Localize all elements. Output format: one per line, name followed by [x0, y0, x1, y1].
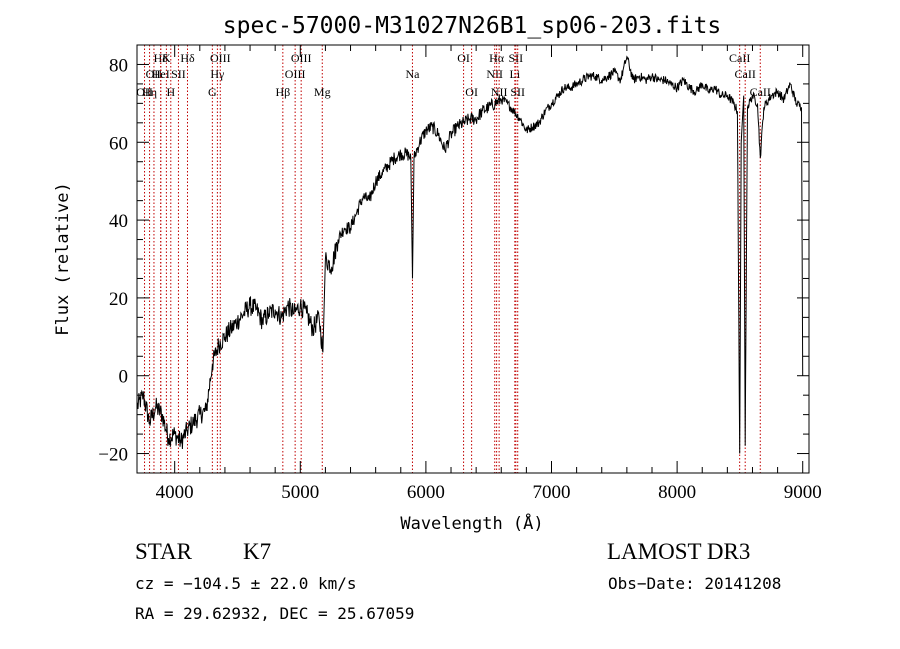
survey-name: LAMOST DR3	[607, 539, 751, 564]
marker-label-26: CaII	[735, 67, 756, 81]
x-tick-label-4000: 4000	[156, 482, 194, 503]
y-tick-label-60: 60	[109, 133, 128, 154]
marker-label-12: Hβ	[275, 85, 290, 99]
y-tick-label--20: −20	[98, 445, 128, 466]
chart-title: spec-57000-M31027N26B1_sp06-203.fits	[223, 13, 722, 39]
coordinates: RA = 29.62932, DEC = 25.67059	[135, 604, 415, 623]
marker-label-1: Hη	[142, 85, 157, 99]
marker-label-14: OIII	[291, 51, 312, 65]
marker-label-13: OIII	[285, 67, 306, 81]
y-tick-label-20: 20	[109, 289, 128, 310]
marker-label-25: CaII	[729, 51, 750, 65]
object-subclass: K7	[243, 539, 272, 564]
marker-label-10: Hγ	[210, 67, 225, 81]
x-tick-label-9000: 9000	[784, 482, 822, 503]
marker-label-22: Li	[509, 67, 520, 81]
plot-frame	[136, 44, 810, 474]
marker-label-20: Hα	[489, 51, 505, 65]
series-group	[136, 55, 804, 454]
y-axis-label: Flux (relative)	[53, 182, 73, 336]
marker-label-5: K	[162, 51, 171, 65]
object-class: STAR	[135, 539, 192, 564]
spectrum-line-0	[136, 55, 804, 454]
marker-label-18: OI	[465, 85, 478, 99]
marker-label-0: OII	[136, 85, 153, 99]
marker-label-11: OIII	[210, 51, 231, 65]
obs-date: Obs−Date: 20141208	[608, 574, 782, 593]
marker-label-8: Hδ	[180, 51, 195, 65]
x-axis-label: Wavelength (Å)	[400, 512, 543, 534]
marker-label-17: OI	[457, 51, 470, 65]
marker-label-19: NII	[486, 67, 503, 81]
marker-label-2: OII	[146, 67, 163, 81]
marker-label-6: H	[166, 85, 175, 99]
marker-label-15: Mg	[314, 85, 331, 99]
marker-label-7: SII	[171, 67, 186, 81]
line-markers: OIIHηOIIHδHeIKHSIIHδGHγOIIIHβOIIIOIIIMgN…	[136, 45, 771, 473]
x-tick-label-5000: 5000	[281, 482, 319, 503]
marker-label-3: Hδ	[154, 51, 169, 65]
x-tick-label-8000: 8000	[658, 482, 696, 503]
marker-label-16: Na	[405, 67, 420, 81]
y-tick-label-0: 0	[119, 367, 129, 388]
axis-ticks	[137, 45, 809, 473]
y-tick-label-40: 40	[109, 211, 128, 232]
x-tick-label-6000: 6000	[407, 482, 445, 503]
marker-label-27: CaII	[750, 85, 771, 99]
redshift-text: cz = −104.5 ± 22.0 km/s	[135, 574, 357, 593]
marker-label-21: NII	[491, 85, 508, 99]
marker-label-23: SII	[508, 51, 523, 65]
y-tick-label-80: 80	[109, 55, 128, 76]
x-tick-label-7000: 7000	[533, 482, 571, 503]
marker-label-9: G	[208, 85, 217, 99]
tick-labels: 4000 5000 6000 7000 8000 9000 −20 0 20 40 60 80	[98, 55, 821, 503]
marker-label-4: HeI	[152, 67, 170, 81]
marker-label-24: SII	[510, 85, 525, 99]
